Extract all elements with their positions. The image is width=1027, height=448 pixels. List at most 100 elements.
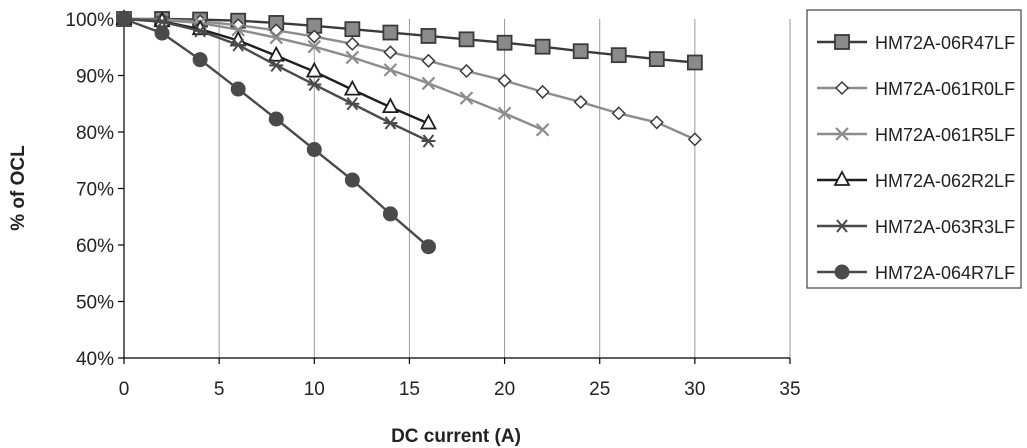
data-point bbox=[611, 106, 626, 121]
legend-marker bbox=[834, 34, 850, 50]
series-5 bbox=[117, 12, 436, 148]
data-point bbox=[345, 36, 360, 51]
data-point bbox=[459, 63, 474, 79]
legend-label: HM72A-064R7LF bbox=[875, 263, 1015, 283]
data-point bbox=[686, 54, 703, 71]
series-line bbox=[123, 17, 544, 131]
axes bbox=[118, 18, 791, 364]
legend-entry: HM72A-06R47LF bbox=[817, 33, 1015, 53]
data-point bbox=[458, 31, 475, 48]
data-point bbox=[269, 58, 284, 72]
x-axis-label: DC current (A) bbox=[391, 426, 521, 447]
data-point bbox=[345, 50, 360, 65]
data-point bbox=[572, 43, 589, 60]
y-tick-label: 70% bbox=[76, 180, 114, 201]
data-point bbox=[267, 45, 285, 62]
legend-entry: HM72A-064R7LF bbox=[817, 263, 1015, 283]
series-line bbox=[124, 17, 695, 64]
x-tick-label: 0 bbox=[119, 379, 130, 400]
legend-marker bbox=[833, 170, 851, 186]
y-tick-label: 40% bbox=[76, 349, 114, 370]
legend-entry: HM72A-061R5LF bbox=[817, 125, 1015, 145]
legend-label: HM72A-061R0LF bbox=[875, 79, 1015, 99]
data-point bbox=[231, 38, 246, 52]
data-point bbox=[534, 38, 551, 55]
data-point bbox=[535, 122, 550, 137]
data-point bbox=[116, 11, 132, 27]
y-tick-label: 50% bbox=[76, 293, 114, 314]
data-point bbox=[419, 113, 437, 130]
x-tick-label: 10 bbox=[304, 379, 325, 400]
data-point bbox=[497, 73, 512, 88]
data-point bbox=[383, 116, 398, 130]
legend-label: HM72A-06R47LF bbox=[875, 33, 1015, 53]
data-point bbox=[382, 24, 399, 41]
data-point bbox=[648, 51, 665, 68]
y-tick-label: 90% bbox=[76, 67, 114, 88]
series-line bbox=[123, 17, 696, 141]
data-point bbox=[687, 132, 702, 147]
data-point bbox=[610, 47, 627, 64]
legend-marker bbox=[834, 80, 850, 96]
data-point bbox=[649, 115, 664, 130]
series-layer bbox=[115, 9, 703, 255]
x-tick-label: 25 bbox=[589, 379, 610, 400]
data-point bbox=[268, 111, 284, 127]
y-tick-label: 80% bbox=[76, 123, 114, 144]
data-point bbox=[269, 30, 284, 45]
data-point bbox=[306, 142, 322, 158]
data-point bbox=[420, 28, 437, 44]
data-point bbox=[381, 97, 399, 114]
data-point bbox=[343, 79, 361, 96]
data-point bbox=[496, 34, 513, 51]
data-point bbox=[459, 91, 474, 105]
data-point bbox=[305, 61, 323, 78]
data-point bbox=[420, 239, 436, 255]
data-point bbox=[230, 81, 246, 97]
legend-marker bbox=[835, 219, 849, 233]
data-point bbox=[307, 77, 322, 92]
legend: HM72A-06R47LF HM72A-061R0LF HM72A-061R5LF H… bbox=[806, 9, 1022, 289]
data-point bbox=[421, 134, 436, 148]
tick-labels: 40% 50% 60% 70% 80% 90% 100% 0 5 10 15 20 25 30 35 bbox=[65, 10, 800, 400]
legend-entry: HM72A-062R2LF bbox=[817, 170, 1015, 191]
data-point bbox=[231, 22, 245, 37]
legend-marker bbox=[835, 127, 849, 141]
legend-label: HM72A-062R2LF bbox=[875, 171, 1015, 191]
x-tick-label: 5 bbox=[214, 379, 225, 400]
y-axis-label: % of OCL bbox=[8, 145, 29, 231]
data-point bbox=[382, 206, 398, 222]
legend-entry: HM72A-061R0LF bbox=[817, 79, 1015, 99]
data-point bbox=[383, 63, 398, 77]
data-point bbox=[535, 84, 550, 99]
x-tick-label: 15 bbox=[399, 379, 420, 400]
data-point bbox=[307, 39, 322, 54]
data-point bbox=[155, 15, 170, 29]
data-point bbox=[421, 53, 436, 68]
x-tick-label: 35 bbox=[779, 379, 800, 400]
legend-label: HM72A-063R3LF bbox=[875, 217, 1015, 237]
legend-marker bbox=[834, 264, 850, 280]
x-tick-label: 20 bbox=[494, 379, 515, 400]
legend-box bbox=[806, 9, 1022, 289]
y-tick-label: 60% bbox=[76, 236, 114, 257]
data-point bbox=[421, 76, 436, 91]
data-point bbox=[307, 29, 322, 44]
grid bbox=[218, 19, 791, 358]
legend-entry: HM72A-063R3LF bbox=[817, 217, 1015, 237]
series-3 bbox=[117, 12, 550, 137]
y-tick-label: 100% bbox=[65, 10, 114, 31]
data-point bbox=[497, 106, 512, 121]
data-point bbox=[383, 45, 398, 60]
data-point bbox=[344, 21, 361, 38]
data-point bbox=[193, 24, 208, 38]
series-1 bbox=[116, 11, 703, 71]
data-point bbox=[573, 94, 588, 110]
data-point bbox=[345, 97, 360, 111]
data-point bbox=[344, 172, 360, 188]
data-point bbox=[192, 52, 208, 68]
data-point bbox=[154, 25, 170, 41]
series-6 bbox=[116, 11, 436, 255]
legend-label: HM72A-061R5LF bbox=[875, 125, 1015, 145]
